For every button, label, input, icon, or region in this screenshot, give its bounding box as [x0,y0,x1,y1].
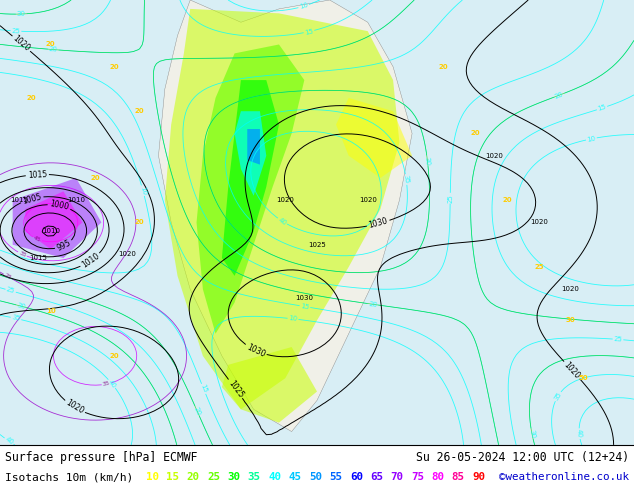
Text: 15: 15 [300,303,310,310]
Text: 35: 35 [403,174,410,184]
Polygon shape [13,178,101,258]
Text: 20: 20 [368,301,378,308]
Text: 45: 45 [33,235,42,243]
Text: 20: 20 [46,42,56,48]
Text: 20: 20 [502,197,512,203]
Polygon shape [222,347,317,423]
Text: 10: 10 [586,135,597,143]
Text: 1020: 1020 [359,197,377,203]
Text: 10: 10 [139,186,147,196]
Text: 60: 60 [350,472,363,482]
Text: 20: 20 [134,220,145,225]
Text: 85: 85 [452,472,465,482]
Text: 15: 15 [166,472,179,482]
Text: 55: 55 [330,472,342,482]
Text: 25: 25 [534,264,543,270]
Text: 30: 30 [424,156,431,166]
Text: 10: 10 [46,308,56,315]
Text: 25: 25 [207,472,220,482]
Text: 1020: 1020 [64,398,85,416]
Text: 40: 40 [277,216,288,226]
Text: 1030: 1030 [295,295,313,301]
Text: 40: 40 [4,436,15,446]
Text: 80: 80 [431,472,444,482]
Text: 65: 65 [370,472,383,482]
Text: 40: 40 [107,378,117,389]
Text: 1010: 1010 [42,228,60,234]
Text: 1015: 1015 [29,255,47,261]
Text: 20: 20 [27,95,37,101]
Text: 50: 50 [578,375,588,381]
Text: 35: 35 [102,381,111,387]
Text: 30: 30 [528,429,536,439]
Text: 15: 15 [304,28,314,35]
Text: 1000: 1000 [49,199,70,212]
Text: 90: 90 [472,472,485,482]
Text: 20: 20 [134,108,145,114]
Text: 35: 35 [11,315,21,322]
Text: 1025: 1025 [308,242,326,248]
Text: 45: 45 [288,472,302,482]
Text: 20: 20 [109,353,119,359]
Text: 20: 20 [470,130,481,137]
Text: 30: 30 [566,318,576,323]
Text: 10: 10 [146,472,159,482]
Text: 30: 30 [16,302,27,310]
Text: 30: 30 [16,11,26,17]
Text: 1025: 1025 [226,378,245,399]
Text: 25: 25 [6,287,16,295]
Text: 25: 25 [3,272,13,281]
Text: 15: 15 [597,104,607,112]
Text: 1010: 1010 [67,197,85,203]
Text: 10: 10 [299,2,309,10]
Text: Isotachs 10m (km/h): Isotachs 10m (km/h) [5,472,133,482]
Text: 20: 20 [439,64,449,70]
Text: Surface pressure [hPa] ECMWF: Surface pressure [hPa] ECMWF [5,451,198,464]
Text: Su 26-05-2024 12:00 UTC (12+24): Su 26-05-2024 12:00 UTC (12+24) [416,451,629,464]
Text: 50: 50 [309,472,322,482]
Text: 20: 20 [186,472,200,482]
Text: 30: 30 [228,472,240,482]
Text: 1020: 1020 [562,286,579,292]
Text: 1030: 1030 [368,217,389,230]
Polygon shape [158,0,412,432]
Text: 1015: 1015 [10,197,28,203]
Text: 20: 20 [554,91,565,99]
Polygon shape [165,9,399,409]
Text: ©weatheronline.co.uk: ©weatheronline.co.uk [499,472,629,482]
Text: 1015: 1015 [27,170,47,179]
Text: 25: 25 [11,28,20,34]
Polygon shape [235,111,266,196]
Polygon shape [197,45,304,334]
Text: 1005: 1005 [22,192,42,205]
Text: 40: 40 [268,472,281,482]
Text: 40: 40 [576,429,583,439]
Text: 1030: 1030 [245,343,266,359]
Polygon shape [222,80,279,276]
Text: 35: 35 [553,391,562,402]
Text: 10: 10 [288,316,298,322]
Text: 25: 25 [447,194,453,202]
Text: 1020: 1020 [276,197,294,203]
Text: 70: 70 [391,472,404,482]
Text: 1010: 1010 [80,251,101,270]
Text: 20: 20 [193,406,202,416]
Text: 995: 995 [55,239,72,253]
Text: 15: 15 [199,384,208,394]
Text: 20: 20 [109,64,119,70]
Text: 1020: 1020 [530,220,548,225]
Text: 35: 35 [248,472,261,482]
Text: 35: 35 [18,250,27,258]
Text: 75: 75 [411,472,424,482]
Polygon shape [247,129,260,165]
Text: 1020: 1020 [486,153,503,159]
Text: 1020: 1020 [562,360,582,380]
Text: 20: 20 [90,175,100,181]
Text: 1020: 1020 [11,34,32,53]
Text: 1020: 1020 [118,250,136,257]
Polygon shape [336,98,412,178]
Text: 20: 20 [49,46,58,53]
Text: 25: 25 [614,336,623,343]
Polygon shape [25,191,82,249]
